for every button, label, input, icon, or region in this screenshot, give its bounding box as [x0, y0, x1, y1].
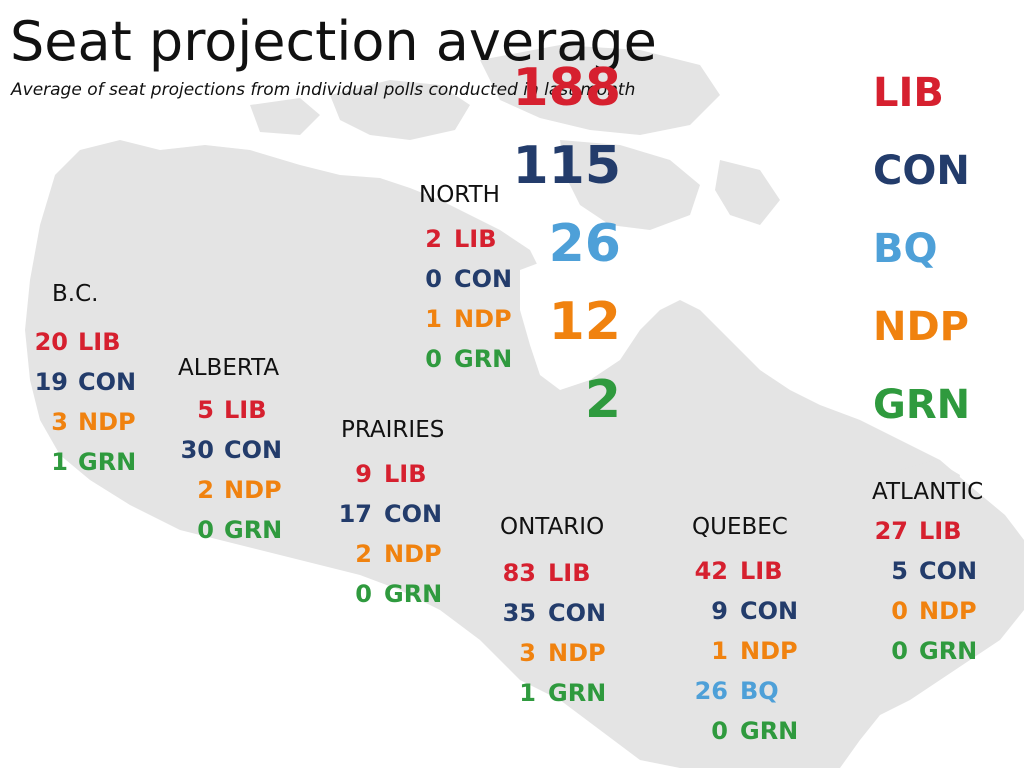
hudson-bay-shape	[520, 255, 640, 390]
region-seats: 0	[711, 717, 728, 745]
region-seats: 2	[197, 476, 214, 504]
region-seats: 3	[519, 639, 536, 667]
region-party: NDP	[454, 305, 512, 333]
region-party: CON	[548, 599, 607, 627]
national-seats: 2	[584, 370, 621, 430]
region-name-north: NORTH	[419, 182, 500, 208]
region-seats: 42	[694, 557, 728, 585]
region-party: GRN	[78, 448, 137, 476]
national-seats: 26	[548, 214, 621, 274]
region-seats: 2	[425, 225, 442, 253]
region-party: NDP	[740, 637, 798, 665]
region-seats: 19	[34, 368, 68, 396]
national-seats: 188	[512, 58, 621, 118]
region-party: NDP	[548, 639, 606, 667]
region-party: CON	[740, 597, 799, 625]
region-seats: 0	[355, 580, 372, 608]
newfoundland-shape	[900, 460, 960, 515]
region-seats: 0	[891, 637, 908, 665]
region-seats: 3	[51, 408, 68, 436]
region-party: CON	[224, 436, 283, 464]
arctic-island-shape	[715, 160, 780, 225]
region-seats: 5	[891, 557, 908, 585]
region-seats: 0	[197, 516, 214, 544]
region-name-atlantic: ATLANTIC	[872, 479, 984, 505]
region-party: NDP	[78, 408, 136, 436]
page-subtitle: Average of seat projections from individ…	[11, 80, 636, 100]
arctic-island-shape	[480, 45, 720, 135]
canada-mainland-shape	[25, 140, 1024, 768]
arctic-island-shape	[250, 98, 320, 135]
region-seats: 83	[502, 559, 536, 587]
region-name-alberta: ALBERTA	[178, 355, 280, 381]
national-seats: 115	[512, 136, 621, 196]
region-name-ontario: ONTARIO	[500, 514, 605, 540]
region-party: GRN	[740, 717, 799, 745]
region-seats: 30	[180, 436, 214, 464]
national-party: NDP	[873, 304, 969, 350]
region-party: NDP	[224, 476, 282, 504]
region-seats: 0	[425, 345, 442, 373]
region-name-prairies: PRAIRIES	[341, 417, 445, 443]
region-party: LIB	[384, 460, 427, 488]
region-party: NDP	[919, 597, 977, 625]
region-party: CON	[919, 557, 978, 585]
region-party: BQ	[740, 677, 779, 705]
region-party: LIB	[454, 225, 497, 253]
region-party: LIB	[224, 396, 267, 424]
region-party: GRN	[454, 345, 513, 373]
region-party: NDP	[384, 540, 442, 568]
national-seats: 12	[548, 292, 621, 352]
region-party: CON	[384, 500, 443, 528]
region-seats: 0	[425, 265, 442, 293]
region-seats: 9	[711, 597, 728, 625]
region-seats: 1	[519, 679, 536, 707]
region-seats: 9	[355, 460, 372, 488]
national-party: GRN	[873, 382, 971, 428]
region-party: GRN	[224, 516, 283, 544]
region-party: LIB	[78, 328, 121, 356]
region-seats: 20	[34, 328, 68, 356]
arctic-island-shape	[560, 140, 700, 230]
region-party: LIB	[919, 517, 962, 545]
region-name-bc: B.C.	[52, 281, 99, 307]
region-party: CON	[78, 368, 137, 396]
region-seats: 17	[338, 500, 372, 528]
arctic-island-shape	[330, 80, 470, 140]
region-seats: 1	[425, 305, 442, 333]
region-party: LIB	[740, 557, 783, 585]
region-name-quebec: QUEBEC	[692, 514, 788, 540]
region-seats: 2	[355, 540, 372, 568]
region-seats: 0	[891, 597, 908, 625]
region-party: GRN	[384, 580, 443, 608]
national-party: CON	[873, 148, 970, 194]
region-party: GRN	[919, 637, 978, 665]
region-seats: 27	[874, 517, 908, 545]
region-seats: 35	[502, 599, 536, 627]
page-title: Seat projection average	[10, 10, 657, 73]
region-seats: 26	[694, 677, 728, 705]
region-seats: 1	[711, 637, 728, 665]
region-seats: 1	[51, 448, 68, 476]
region-party: LIB	[548, 559, 591, 587]
region-party: CON	[454, 265, 513, 293]
region-party: GRN	[548, 679, 607, 707]
national-party: LIB	[873, 70, 944, 116]
region-seats: 5	[197, 396, 214, 424]
national-party: BQ	[873, 226, 938, 272]
